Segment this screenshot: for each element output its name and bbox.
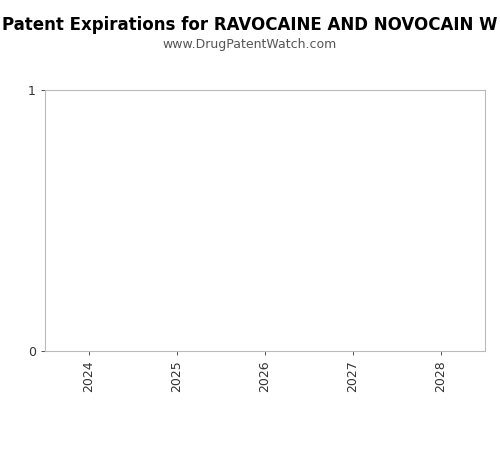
Text: www.DrugPatentWatch.com: www.DrugPatentWatch.com [163, 38, 337, 51]
Text: Patent Expirations for RAVOCAINE AND NOVOCAIN W: Patent Expirations for RAVOCAINE AND NOV… [2, 16, 498, 34]
